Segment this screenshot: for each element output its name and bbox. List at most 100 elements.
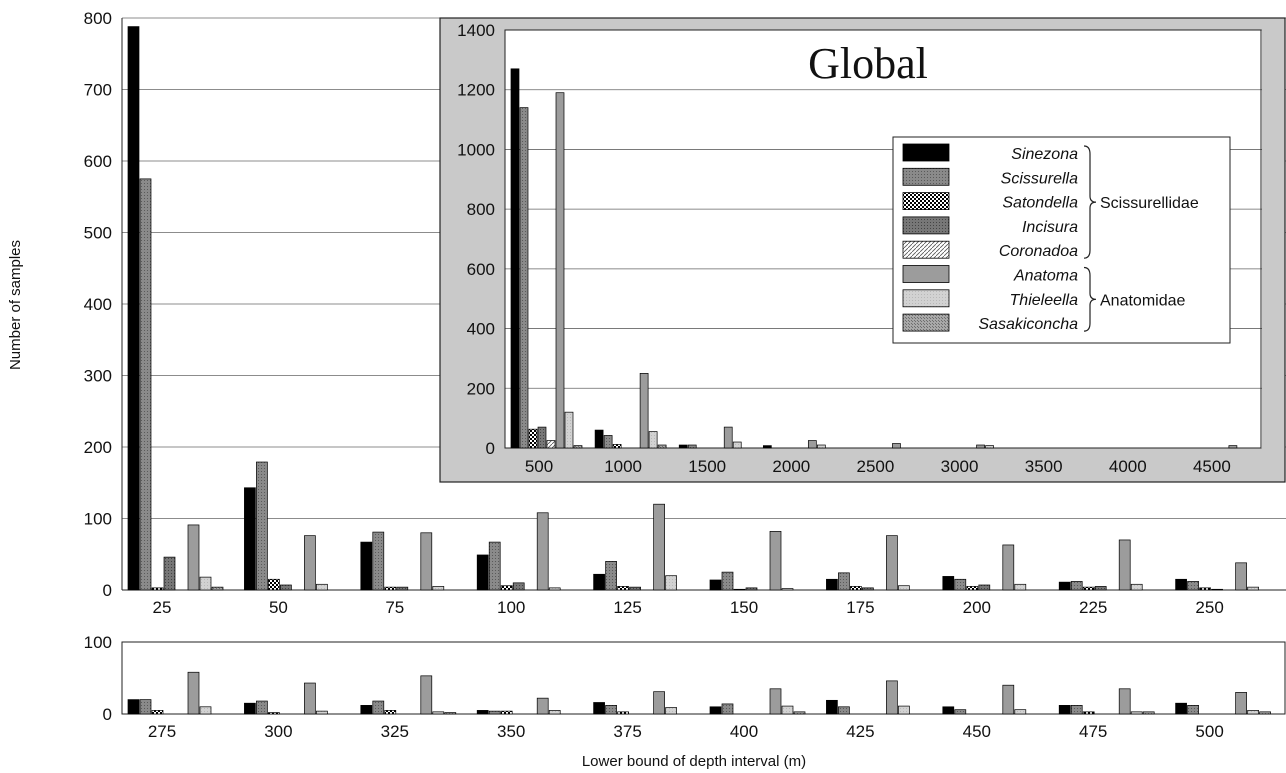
upper-bar-sinezona-175 (826, 578, 838, 591)
lower-x-tick-label-300: 300 (264, 722, 292, 741)
global-inset-panel: 0 200 400 600 800 1000 1200 1400 500 1000 1500 2000… (439, 17, 1286, 483)
inset-x-tick-label-2500: 2500 (857, 457, 895, 476)
lower-bar-scissurella-500 (1187, 705, 1199, 715)
lower-bar-scissurella-350 (488, 710, 501, 715)
lower-bar-sinezona-300 (244, 702, 256, 715)
upper-bar-thieleella-175 (898, 585, 910, 591)
upper-bar-thieleella-50 (316, 583, 328, 591)
lower-x-tick-label-400: 400 (730, 722, 758, 741)
upper-y-tick-label-700: 700 (84, 81, 112, 100)
upper-bar-anatoma-50 (304, 535, 316, 591)
upper-bar-satondella-225 (1082, 586, 1095, 591)
legend-brace-anatomidae (1083, 266, 1097, 332)
inset-bar-thieleella-500 (564, 411, 574, 449)
inset-x-tick-label-4500: 4500 (1193, 457, 1231, 476)
inset-bar-satondella-1000 (612, 444, 622, 449)
upper-bar-sinezona-50 (244, 487, 256, 591)
inset-bar-coronadoa-500 (546, 440, 556, 449)
upper-bar-thieleella-150 (781, 588, 794, 591)
upper-bar-sinezona-75 (360, 541, 373, 591)
upper-y-tick-label-100: 100 (84, 510, 112, 529)
legend-swatch-sinezona (902, 143, 950, 162)
upper-bar-scissurella-200 (954, 578, 967, 591)
inset-x-tick-label-3000: 3000 (941, 457, 979, 476)
legend-label-thieleella: Thieleella (1010, 292, 1079, 309)
lower-bar-satondella-350 (500, 710, 513, 715)
inset-bar-sinezona-2000 (762, 445, 772, 449)
upper-bar-scissurella-225 (1070, 581, 1083, 591)
lower-bar-sinezona-275 (127, 699, 140, 715)
lower-bar-anatoma-350 (536, 697, 549, 715)
upper-bar-satondella-150 (733, 588, 746, 591)
legend-swatch-satondella (902, 192, 950, 211)
lower-x-tick-label-350: 350 (497, 722, 525, 741)
upper-y-tick-label-0: 0 (103, 581, 112, 600)
upper-bar-satondella-50 (268, 578, 280, 591)
lower-bar-scissurella-450 (954, 709, 967, 715)
upper-bar-incisura-125 (629, 586, 641, 591)
lower-bar-scissurella-300 (256, 700, 268, 715)
lower-bar-scissurella-400 (721, 703, 734, 715)
inset-bar-thieleella-1000 (648, 431, 658, 449)
lower-bar-anatoma-375 (653, 691, 665, 715)
inset-bar-scissurella-1500 (687, 444, 697, 449)
inset-bar-thieleella-1500 (732, 441, 742, 449)
upper-x-tick-label-50: 50 (269, 598, 288, 617)
inset-bar-anatoma-2500 (892, 443, 901, 449)
legend-swatch-anatoma (902, 265, 950, 283)
upper-bar-incisura-175 (862, 587, 874, 591)
legend-label-satondella: Satondella (1002, 195, 1078, 212)
upper-bar-anatoma-225 (1118, 539, 1131, 591)
lower-bar-anatoma-275 (187, 671, 200, 715)
legend-box (892, 136, 1231, 344)
lower-bar-sasakiconcha-475 (1142, 711, 1155, 715)
upper-x-tick-label-250: 250 (1195, 598, 1223, 617)
lower-x-tick-label-425: 425 (846, 722, 874, 741)
legend-swatch-scissurella (902, 167, 950, 186)
y-axis-title: Number of samples (7, 240, 24, 370)
lower-bar-anatoma-400 (769, 688, 782, 715)
upper-bar-sinezona-100 (476, 554, 489, 591)
upper-x-tick-label-125: 125 (613, 598, 641, 617)
lower-x-tick-label-375: 375 (613, 722, 641, 741)
upper-x-tick-label-200: 200 (963, 598, 991, 617)
inset-bar-thieleella-3000 (985, 445, 994, 449)
legend-label-sinezona: Sinezona (1011, 146, 1078, 163)
inset-bar-thieleella-2000 (816, 444, 826, 449)
lower-bar-sasakiconcha-500 (1259, 711, 1271, 715)
lower-bar-sinezona-400 (709, 706, 722, 715)
inset-x-tick-label-4000: 4000 (1109, 457, 1147, 476)
upper-x-tick-label-225: 225 (1079, 598, 1107, 617)
inset-y-tick-label-800: 800 (467, 200, 495, 219)
upper-bar-scissurella-125 (605, 561, 617, 591)
lower-bar-sasakiconcha-400 (793, 711, 806, 715)
lower-bar-sasakiconcha-325 (444, 712, 457, 715)
lower-bar-thieleella-475 (1130, 711, 1143, 715)
lower-x-tick-label-475: 475 (1079, 722, 1107, 741)
upper-bar-anatoma-125 (653, 503, 665, 591)
inset-plot-frame (504, 29, 1262, 449)
lower-bar-satondella-300 (268, 712, 280, 715)
lower-bar-anatoma-325 (420, 675, 433, 715)
inset-bar-anatoma-1000 (639, 373, 649, 449)
legend-label-coronadoa: Coronadoa (999, 243, 1078, 260)
inset-y-tick-label-1400: 1400 (457, 21, 495, 40)
upper-bar-incisura-225 (1094, 586, 1107, 591)
upper-bar-scissurella-250 (1187, 581, 1199, 591)
upper-bar-thieleella-200 (1014, 583, 1027, 591)
inset-bar-scissurella-1000 (603, 435, 613, 449)
lower-bar-anatoma-425 (886, 680, 898, 715)
lower-bar-scissurella-475 (1070, 705, 1083, 715)
lower-bar-thieleella-350 (548, 710, 561, 715)
upper-bar-sinezona-225 (1058, 581, 1071, 591)
upper-x-tick-label-25: 25 (153, 598, 172, 617)
inset-y-tick-label-400: 400 (467, 320, 495, 339)
inset-bar-anatoma-1500 (723, 426, 733, 449)
upper-bar-scissurella-25 (139, 178, 152, 591)
legend-swatch-incisura (902, 216, 950, 235)
inset-title: Global (808, 39, 928, 88)
upper-bar-incisura-250 (1211, 588, 1223, 591)
upper-bar-incisura-150 (745, 587, 758, 591)
